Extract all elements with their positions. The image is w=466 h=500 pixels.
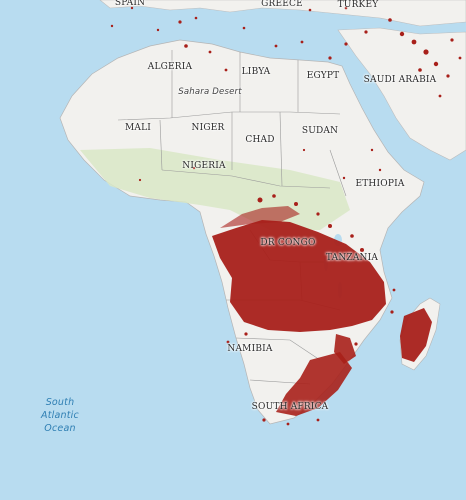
label-ethiopia: ETHIOPIA	[355, 179, 405, 189]
ocean-label-line-2: Atlantic	[41, 410, 79, 421]
label-niger: NIGER	[191, 123, 225, 133]
label-saudi-arabia: SAUDI ARABIA	[363, 75, 437, 85]
label-namibia: NAMIBIA	[227, 344, 273, 354]
arabia-landmass	[337, 27, 466, 161]
label-south-africa: SOUTH AFRICA	[251, 402, 329, 412]
label-sudan: SUDAN	[301, 126, 339, 136]
ocean-label-line-3: Ocean	[44, 423, 76, 434]
label-turkey: TURKEY	[337, 0, 379, 10]
label-greece: GREECE	[261, 0, 303, 9]
europe-landmass	[99, 0, 466, 27]
label-south-atlantic-ocean: South Atlantic Ocean	[41, 396, 79, 435]
label-sahara-desert: Sahara Desert	[178, 87, 242, 97]
label-algeria: ALGERIA	[147, 62, 193, 72]
label-dr-congo: DR CONGO	[260, 238, 316, 248]
label-spain: SPAIN	[114, 0, 146, 8]
label-chad: CHAD	[245, 135, 275, 145]
label-libya: LIBYA	[241, 67, 271, 77]
ocean-label-line-1: South	[45, 397, 75, 408]
label-nigeria: NIGERIA	[182, 161, 226, 171]
label-mali: MALI	[124, 123, 152, 133]
label-tanzania: TANZANIA	[325, 253, 379, 263]
label-egypt: EGYPT	[306, 71, 340, 81]
fire-detections	[110, 6, 462, 426]
